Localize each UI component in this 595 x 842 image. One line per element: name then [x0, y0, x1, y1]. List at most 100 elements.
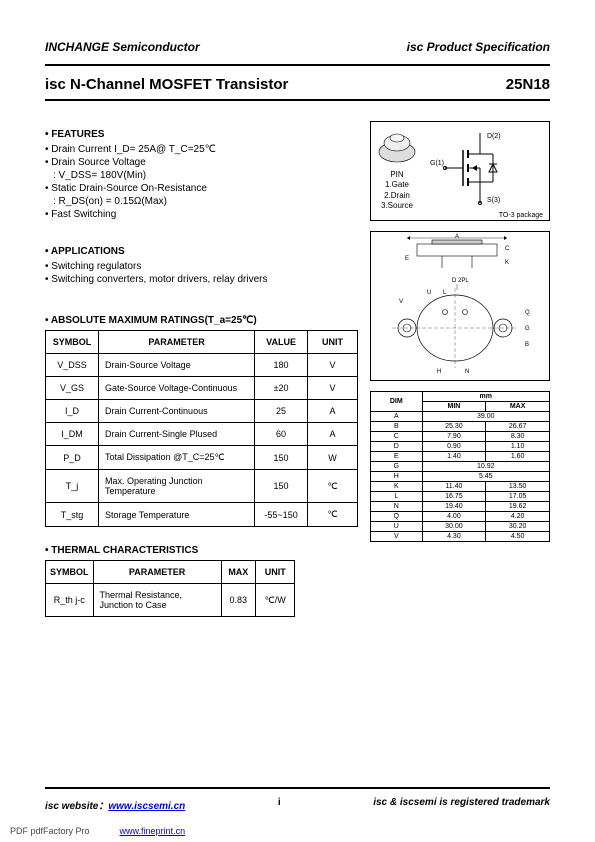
abs-col-value: VALUE	[255, 331, 308, 354]
svg-text:B: B	[525, 342, 529, 348]
table-row: N 19.40 19.62	[371, 502, 550, 512]
cell-value: 150	[255, 446, 308, 470]
svg-text:H: H	[437, 369, 441, 375]
abs-col-unit: UNIT	[308, 331, 358, 354]
right-column: PIN 1.Gate 2.Drain 3.Source D(2) G(1)	[370, 121, 550, 617]
terminal-g: G(1)	[430, 160, 444, 167]
to3-top-icon	[377, 128, 417, 168]
cell-symbol: I_DM	[46, 423, 99, 446]
svg-text:V: V	[399, 299, 403, 305]
cell-unit: ℃	[308, 503, 358, 527]
pin-label: PIN	[390, 170, 403, 179]
cell-min: 11.40	[422, 482, 486, 492]
table-row: L 16.75 17.05	[371, 492, 550, 502]
cell-dim: D	[371, 442, 423, 452]
footer-url-link[interactable]: www.iscsemi.cn	[108, 801, 185, 812]
pin-3: 3.Source	[377, 201, 417, 211]
cell-dim: H	[371, 472, 423, 482]
cell-dim: K	[371, 482, 423, 492]
cell-max: 4.20	[486, 512, 550, 522]
cell-unit: ℃/W	[256, 584, 295, 617]
cell-min: 1.40	[422, 452, 486, 462]
package-label: TO-3 package	[425, 212, 543, 219]
cell-symbol: V_DSS	[46, 354, 99, 377]
pdf-note-link[interactable]: www.fineprint.cn	[120, 826, 186, 836]
table-row: T_stg Storage Temperature -55~150 ℃	[46, 503, 358, 527]
table-row: G 10.92	[371, 462, 550, 472]
table-row: V_DSS Drain-Source Voltage 180 V	[46, 354, 358, 377]
cell-param: Drain Current-Single Plused	[99, 423, 255, 446]
dim-col-unit: mm	[422, 392, 549, 402]
table-row: H 5.45	[371, 472, 550, 482]
cell-value: 60	[255, 423, 308, 446]
cell-symbol: I_D	[46, 400, 99, 423]
cell-param: Drain-Source Voltage	[99, 354, 255, 377]
svg-text:G: G	[525, 326, 530, 332]
main-content: • FEATURES • Drain Current I_D= 25A@ T_C…	[45, 121, 550, 617]
cell-min: 10.92	[422, 462, 549, 472]
feature-line: : V_DSS= 180V(Min)	[45, 170, 358, 181]
cell-param: Max. Operating Junction Temperature	[99, 470, 255, 503]
cell-min: 25.30	[422, 422, 486, 432]
cell-max: 4.50	[486, 532, 550, 542]
abs-table: SYMBOL PARAMETER VALUE UNIT V_DSS Drain-…	[45, 330, 358, 527]
company-name: INCHANGE Semiconductor	[45, 40, 200, 54]
cell-param: Total Dissipation @T_C=25℃	[99, 446, 255, 470]
dim-col-dim: DIM	[371, 392, 423, 412]
cell-max: 13.50	[486, 482, 550, 492]
feature-line: : R_DS(on) = 0.15Ω(Max)	[45, 196, 358, 207]
thermal-heading: • THERMAL CHARACTERISTICS	[45, 545, 358, 556]
dim-table: DIM mm MIN MAX A 39.00B 25.30 26.67C 7.9…	[370, 391, 550, 542]
table-row: D 0.90 1.10	[371, 442, 550, 452]
applications-heading: • APPLICATIONS	[45, 246, 358, 257]
cell-min: 30.00	[422, 522, 486, 532]
pin-1: 1.Gate	[377, 180, 417, 190]
application-line: • Switching regulators	[45, 261, 358, 272]
cell-max: 1.10	[486, 442, 550, 452]
table-row: E 1.40 1.60	[371, 452, 550, 462]
cell-unit: V	[308, 354, 358, 377]
cell-dim: C	[371, 432, 423, 442]
footer: isc website：www.iscsemi.cn i isc & iscse…	[0, 787, 595, 812]
svg-text:Q: Q	[525, 310, 530, 316]
cell-dim: A	[371, 412, 423, 422]
cell-max: 17.05	[486, 492, 550, 502]
footer-right: isc & iscsemi is registered trademark	[373, 797, 550, 812]
cell-dim: U	[371, 522, 423, 532]
table-row: Q 4.00 4.20	[371, 512, 550, 522]
cell-min: 4.30	[422, 532, 486, 542]
footer-row: isc website：www.iscsemi.cn i isc & iscse…	[45, 797, 550, 812]
cell-value: 150	[255, 470, 308, 503]
cell-value: ±20	[255, 377, 308, 400]
feature-line: • Static Drain-Source On-Resistance	[45, 183, 358, 194]
cell-dim: V	[371, 532, 423, 542]
svg-text:K: K	[505, 260, 509, 266]
cell-min: 5.45	[422, 472, 549, 482]
svg-text:D 2PL: D 2PL	[452, 278, 469, 284]
cell-min: 7.90	[422, 432, 486, 442]
thermal-header-row: SYMBOL PARAMETER MAX UNIT	[46, 561, 295, 584]
dim-col-min: MIN	[422, 402, 486, 412]
pin-diagram: PIN 1.Gate 2.Drain 3.Source D(2) G(1)	[370, 121, 550, 221]
title-row: isc N-Channel MOSFET Transistor 25N18	[45, 76, 550, 93]
table-row: B 25.30 26.67	[371, 422, 550, 432]
cell-value: 180	[255, 354, 308, 377]
cell-max: 30.20	[486, 522, 550, 532]
feature-line: • Drain Current I_D= 25A@ T_C=25℃	[45, 144, 358, 155]
cell-unit: A	[308, 423, 358, 446]
product-title: isc N-Channel MOSFET Transistor	[45, 76, 288, 93]
cell-symbol: T_stg	[46, 503, 99, 527]
th-col-unit: UNIT	[256, 561, 295, 584]
header-row: INCHANGE Semiconductor isc Product Speci…	[45, 40, 550, 54]
cell-max: 1.60	[486, 452, 550, 462]
page-container: INCHANGE Semiconductor isc Product Speci…	[0, 0, 595, 637]
cell-max: 26.67	[486, 422, 550, 432]
cell-unit: W	[308, 446, 358, 470]
terminal-s: S(3)	[487, 197, 500, 204]
pdf-note: PDF pdfFactory Pro www.fineprint.cn	[10, 826, 185, 836]
cell-param: Drain Current-Continuous	[99, 400, 255, 423]
divider-top	[45, 64, 550, 66]
table-row: R_th j-c Thermal Resistance, Junction to…	[46, 584, 295, 617]
features-heading: • FEATURES	[45, 129, 358, 140]
cell-dim: L	[371, 492, 423, 502]
